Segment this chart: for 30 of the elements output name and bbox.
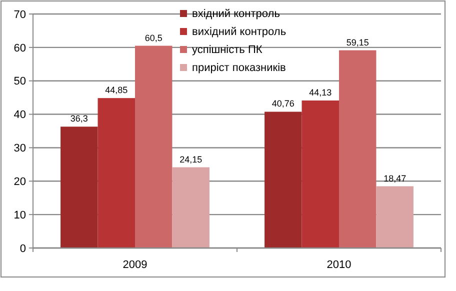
data-label: 40,76	[272, 98, 294, 109]
data-label: 59,15	[346, 37, 369, 48]
bar	[302, 100, 339, 248]
legend-label: вхідний контроль	[192, 8, 280, 20]
bar	[172, 167, 210, 248]
legend-label: приріст показників	[192, 62, 286, 74]
legend-label: успішність ПК	[192, 44, 263, 56]
data-label: 18,47	[384, 173, 406, 184]
y-tick-label: 10	[14, 209, 26, 222]
data-label: 60,5	[144, 32, 162, 43]
bar	[339, 50, 376, 248]
data-label: 24,15	[180, 154, 202, 164]
bar	[264, 112, 302, 248]
x-tick-label: 2010	[326, 259, 352, 271]
legend-label: вихідний контроль	[192, 26, 286, 38]
bar	[60, 126, 98, 248]
y-tick-label: 30	[14, 142, 26, 155]
y-tick-label: 70	[14, 8, 26, 21]
bar	[98, 98, 135, 248]
y-tick-label: 20	[14, 176, 26, 188]
y-tick-label: 60	[14, 42, 26, 54]
data-label: 44,13	[309, 87, 332, 98]
bar	[135, 46, 172, 248]
bar	[376, 186, 414, 248]
y-tick-label: 0	[20, 242, 26, 255]
data-label: 44,85	[105, 85, 128, 96]
x-tick-label: 2009	[122, 259, 148, 271]
y-tick-label: 40	[14, 109, 26, 122]
y-tick-label: 50	[14, 76, 26, 88]
data-label: 36,3	[70, 114, 88, 124]
